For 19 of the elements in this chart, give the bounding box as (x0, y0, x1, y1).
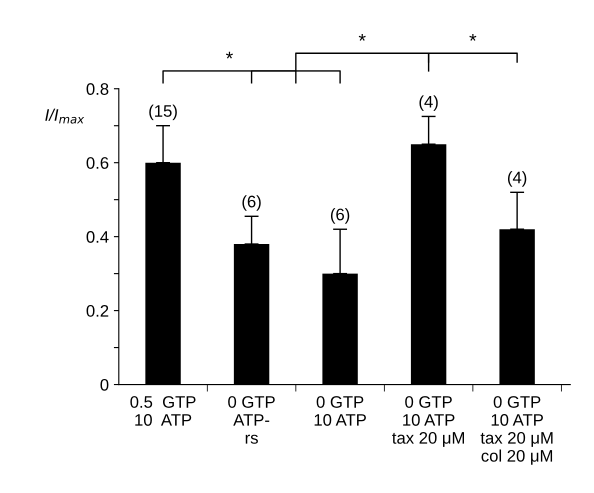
annotation: (4) (419, 95, 438, 111)
annotation: (4) (508, 171, 526, 187)
y-tick-label: 0.6 (86, 157, 108, 169)
x-tick-label: 0 GTP ATP- rs (228, 396, 275, 444)
y-tick-label: 0 (100, 378, 108, 391)
y-tick-label: 0.8 (86, 83, 108, 95)
y-tick-label: 0.4 (86, 231, 109, 243)
annotation: (6) (242, 195, 261, 211)
text: * (226, 52, 233, 59)
x-tick-label: 0 GTP 10 ATP tax 20 μM col 20 μM (480, 396, 553, 465)
text: * (469, 34, 476, 41)
text: * (358, 34, 366, 41)
annotation: (15) (149, 104, 177, 120)
x-tick-label: 0 GTP 10 ATP tax 20 μM (392, 396, 464, 447)
y-axis-title: I/I$_{max}$ (45, 108, 84, 124)
x-tick-label: 0 GTP 10 ATP (314, 396, 366, 426)
y-tick-label: 0.2 (86, 304, 108, 317)
x-tick-label: 0.5 GTP 10 ATP (130, 396, 196, 426)
annotation: (6) (330, 208, 350, 224)
